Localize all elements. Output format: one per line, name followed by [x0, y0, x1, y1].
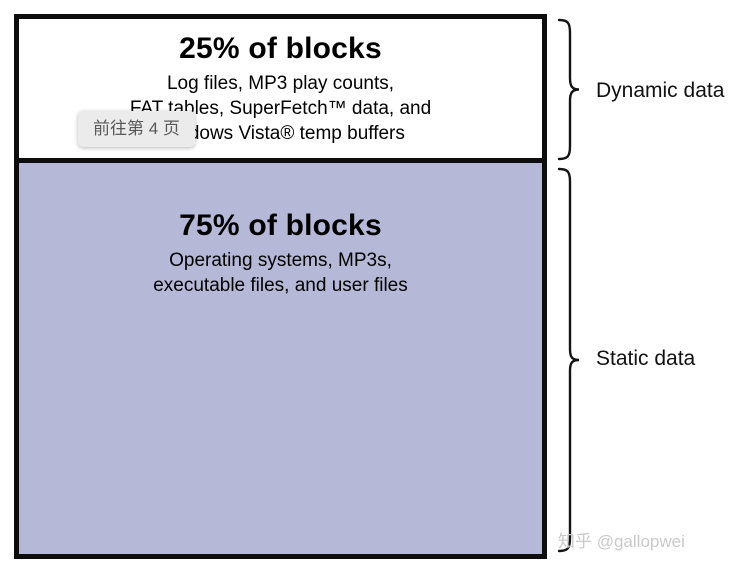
go-to-page-tooltip-label: 前往第 4 页: [93, 119, 180, 138]
static-data-block: 75% of blocks Operating systems, MP3s, e…: [19, 163, 542, 554]
watermark: 知乎 @gallopwei: [558, 527, 685, 552]
static-block-description: Operating systems, MP3s, executable file…: [19, 248, 542, 298]
dynamic-block-description: Log files, MP3 play counts, FAT tables, …: [19, 71, 542, 146]
description-line: FAT tables, SuperFetch™ data, and: [129, 98, 432, 119]
description-line: Log files, MP3 play counts,: [166, 73, 395, 94]
blocks-diagram: 25% of blocks Log files, MP3 play counts…: [14, 14, 547, 559]
description-line: executable files, and user files: [153, 275, 408, 296]
dynamic-data-label: Dynamic data: [596, 79, 725, 102]
dynamic-brace-icon: [557, 18, 580, 161]
static-data-label: Static data: [596, 347, 696, 370]
static-block-heading: 75% of blocks: [179, 209, 382, 242]
dynamic-block-heading: 25% of blocks: [179, 32, 382, 65]
go-to-page-tooltip[interactable]: 前往第 4 页: [78, 111, 195, 147]
description-line: Operating systems, MP3s,: [169, 250, 392, 271]
watermark-text: 知乎 @gallopwei: [558, 532, 685, 551]
static-brace-icon: [557, 167, 580, 553]
description-line: Windows Vista® temp buffers: [156, 123, 405, 144]
